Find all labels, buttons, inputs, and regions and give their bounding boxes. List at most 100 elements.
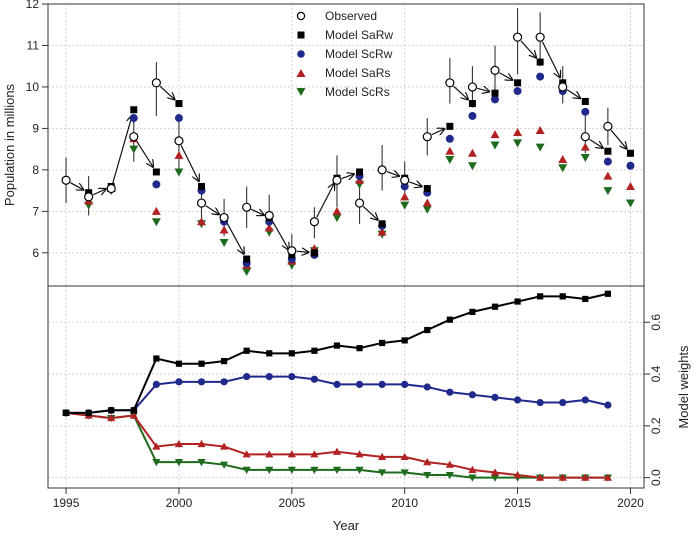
weight-point-model-scrs-2014 [490,474,500,482]
weight-point-model-sarw-2011 [424,326,431,334]
arrow-2010 [409,182,421,187]
weight-point-model-sarw-2009 [379,339,386,347]
weight-point-model-scrs-2005 [287,466,296,474]
weight-point-model-scrs-2009 [378,469,387,477]
point-observed-2013 [467,82,478,92]
point-observed-2000 [174,136,184,146]
weight-point-model-sarw-1999 [153,355,160,362]
arrow-2003 [250,209,264,215]
point-scrw-2020 [626,161,635,170]
weight-point-model-scrw-2006 [310,375,318,383]
weight-point-model-scrw-2017 [559,398,567,407]
x-tick-label-2005: 2005 [278,496,305,510]
weight-point-model-sarw-2000 [175,360,183,367]
weight-point-model-sars-1998 [129,411,138,419]
point-scrw-2016 [536,72,545,81]
arrow-1995 [70,182,83,190]
point-scrs-2007 [332,214,342,223]
y-tick-label-bottom-0.4: 0.4 [649,365,663,382]
point-sarw-2015 [514,79,522,87]
x-tick-label-2015: 2015 [504,496,531,510]
y-tick-label-top-7: 7 [32,204,39,218]
arrow-2019 [610,129,627,149]
x-tick-label-2020: 2020 [617,496,644,510]
point-scrs-2019 [603,187,613,196]
transition-arrows [70,40,627,254]
point-sars-2014 [490,130,500,139]
legend-label-sars: Model SaRs [325,66,390,80]
weight-point-model-scrw-2013 [468,391,477,399]
point-scrs-2018 [580,153,590,162]
point-sarw-2006 [310,249,318,257]
x-tick-label-1995: 1995 [53,496,80,510]
y-axis-label-weights: Model weights [676,345,691,429]
weight-point-model-sarw-2019 [604,290,611,297]
weight-point-model-sars-2002 [219,442,229,450]
point-sarw-2012 [446,122,454,130]
point-sars-2010 [400,192,410,201]
point-sars-2012 [445,146,455,155]
weight-point-model-scrs-2006 [310,466,319,474]
point-sarw-2020 [626,149,634,157]
point-observed-2003 [242,202,252,212]
arrow-2008 [362,205,377,219]
point-observed-2010 [400,175,410,185]
point-observed-2016 [535,32,545,42]
weight-point-model-scrs-2003 [242,466,251,474]
point-sarw-2000 [175,100,183,108]
weight-point-model-sarw-2010 [401,337,408,344]
point-scrw-2012 [445,134,454,143]
point-scrw-2000 [174,114,183,123]
legend-marker-observed [296,11,306,21]
weight-point-model-scrw-2002 [220,378,228,386]
point-scrs-2016 [535,143,545,152]
x-tick-label-2000: 2000 [166,496,193,510]
point-sarw-2003 [243,255,251,263]
weight-point-model-sarw-2014 [491,303,499,310]
weight-point-model-sarw-2015 [514,298,521,305]
point-sars-2018 [580,142,590,151]
weight-point-model-sars-2010 [400,452,409,461]
arrow-2012 [453,85,468,99]
legend-marker-sarw [297,31,305,39]
weight-markers [61,290,612,482]
weight-point-model-scrw-1999 [152,380,160,389]
weight-point-model-scrw-2005 [288,373,296,381]
arrow-2006 [316,184,335,218]
weight-point-model-scrs-2008 [355,466,364,474]
weight-point-model-sars-2004 [265,450,274,458]
point-observed-2001 [196,198,207,208]
top-markers [61,32,635,276]
point-scrw-2015 [513,87,522,96]
weight-point-model-sarw-2008 [356,345,363,352]
weight-point-model-scrw-2012 [446,388,454,396]
y-tick-label-bottom-0.0: 0.0 [649,469,663,486]
point-sars-2015 [513,128,523,137]
point-scrs-2020 [625,199,635,208]
y-tick-label-top-6: 6 [32,246,39,260]
point-sarw-2014 [491,89,499,97]
point-observed-2005 [287,246,297,256]
arrow-2011 [431,129,445,135]
weight-point-model-scrs-2012 [445,471,454,480]
weight-point-model-sars-2008 [355,450,364,458]
point-observed-1995 [61,175,71,185]
arrow-2015 [520,40,536,58]
legend-label-observed: Observed [325,9,377,23]
weight-point-model-scrs-2001 [197,459,206,467]
weight-point-model-scrw-2004 [265,373,273,381]
arrow-2007 [341,174,354,179]
weight-point-model-sarw-2016 [537,293,544,300]
x-tick-label-2010: 2010 [391,496,418,510]
point-sars-2007 [332,206,342,215]
weight-point-model-sarw-2018 [582,295,589,303]
y-tick-label-top-8: 8 [32,163,39,177]
arrow-2002 [225,221,243,254]
point-sars-2009 [377,227,387,236]
y-tick-label-top-11: 11 [27,38,40,52]
point-sars-2001 [197,217,207,226]
point-scrw-1999 [152,180,161,189]
point-sars-2011 [422,198,432,207]
point-sars-1999 [151,206,161,215]
